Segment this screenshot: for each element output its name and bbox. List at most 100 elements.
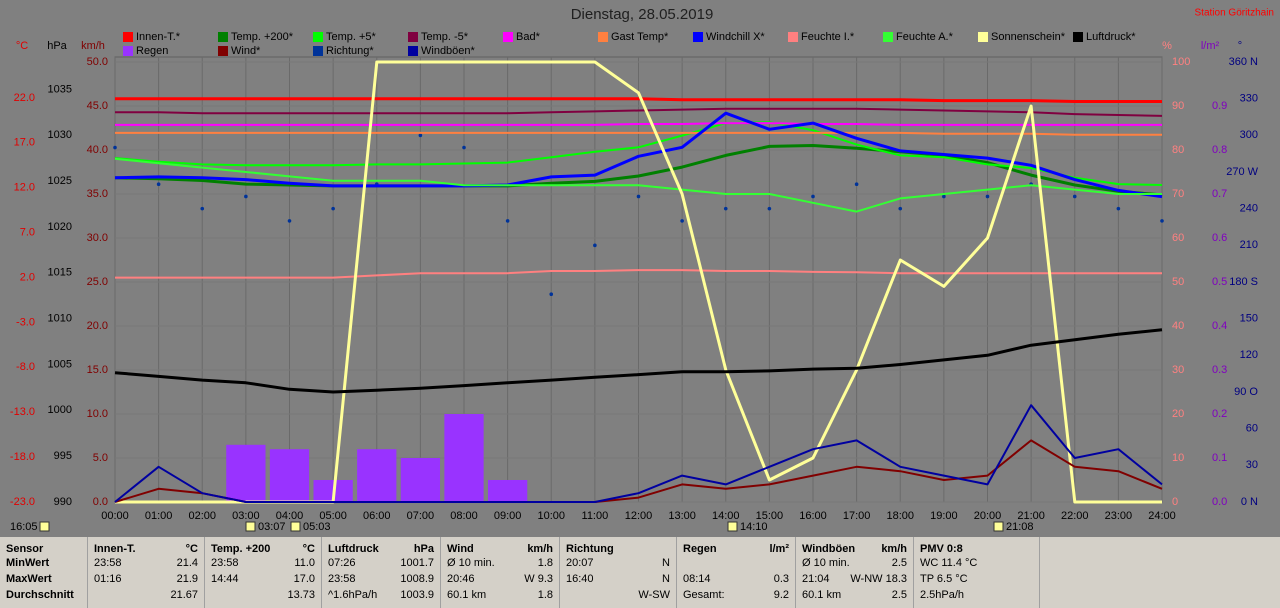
x-tick-label: 16:00 [799,510,827,522]
cell-left: 21:04 [802,573,830,585]
series-line [115,122,1162,126]
panel-header: Sensor [6,537,81,555]
y-tick-label: 5.0 [93,452,108,464]
direction-dot [767,206,772,211]
y-tick-label: 50 [1172,276,1184,288]
panel-header: Temp. +200 °C [211,537,315,555]
panel-row: Durchschnitt [6,587,81,603]
y-tick-label: 0 N [1241,496,1258,508]
x-tick-label: 21:00 [1017,510,1045,522]
cell-right: 1008.9 [400,573,434,585]
series-line [115,107,1163,117]
y-tick-label: 0.0 [93,496,108,508]
table-panel: Luftdruck hPa 07:26 1001.7 23:58 1008.9 ^1.6hP… [322,537,441,608]
y-tick-label: 0.1 [1212,452,1227,464]
y-tick-label: 25.0 [87,276,108,288]
table-panel: Innen-T. °C 23:58 21.4 01:16 21.9 21.67 [88,537,205,608]
cell-left: 60.1 km [447,589,487,601]
sun-marker-label: 21:08 [1006,521,1034,533]
cell-left: 23:58 [328,573,356,585]
cell-right: 13.73 [287,589,315,601]
y-tick-label: 270 W [1226,166,1258,178]
direction-dot [636,194,641,199]
cell-right: N [662,573,670,585]
cell-left: Durchschnitt [6,589,74,601]
y-tick-label: 1025 [48,175,72,187]
y-tick-label: 1010 [48,313,72,325]
series-line [115,131,1162,136]
cell-left: Ø 10 min. [802,557,850,569]
legend-label: Luftdruck* [1086,31,1136,43]
summary-table: Sensor MinWert MaxWert Durchschnitt Innen-T.… [0,537,1280,608]
y-tick-label: 1030 [48,129,72,141]
legend-swatch [313,46,323,56]
panel-row: 23:58 1008.9 [328,571,434,587]
y-tick-label: -8.0 [16,361,35,373]
cell-right: 21.4 [176,557,198,569]
panel-row: MaxWert [6,571,81,587]
legend-swatch [123,46,133,56]
direction-dot [505,219,510,223]
axis-label: l/m² [1201,40,1220,52]
y-tick-label: 330 [1240,93,1258,105]
x-tick-label: 19:00 [930,510,958,522]
y-tick-label: 180 S [1229,276,1258,288]
direction-dot [680,219,684,223]
series-line [115,269,1162,279]
cell-right: 1001.7 [400,557,434,569]
panel-header: Innen-T. °C [94,537,198,555]
panel-title: Windböen [802,543,856,555]
x-tick-label: 23:00 [1105,510,1133,522]
panel-unit: °C [302,543,315,555]
sun-icon [993,521,1004,532]
legend-swatch [313,32,323,42]
x-tick-label: 17:00 [843,510,871,522]
y-tick-label: -13.0 [10,406,35,418]
legend-label: Temp. +200* [231,31,294,43]
panel-title: Temp. +200 [211,543,271,555]
y-tick-label: 1005 [48,358,72,370]
y-tick-label: 2.0 [20,271,35,283]
legend-swatch [1073,32,1083,42]
panel-unit: km/h [527,543,553,555]
sun-icon [290,521,301,532]
y-tick-label: 20 [1172,408,1184,420]
x-tick-label: 18:00 [886,510,914,522]
y-tick-label: 0 [1172,496,1178,508]
x-tick-label: 00:00 [101,510,129,522]
cell-right: W 9.3 [524,573,553,585]
y-tick-label: 0.7 [1212,188,1227,200]
legend-label: Wind* [231,45,261,57]
legend-label: Gast Temp* [611,31,669,43]
legend-swatch [408,32,418,42]
x-tick-label: 05:00 [319,510,347,522]
cell-left: 23:58 [94,557,122,569]
cell-right: 1.8 [537,557,553,569]
y-tick-label: 12.0 [14,182,35,194]
panel-row: W-SW [566,587,670,603]
table-panel: PMV 0:8 WC 11.4 °C TP 6.5 °C 2.5hPa/h [914,537,1040,608]
panel-title: Wind [447,543,474,555]
y-tick-label: 45.0 [87,100,108,112]
panel-header: PMV 0:8 [920,537,1033,555]
sun-icon [39,521,50,532]
panel-row: 07:26 1001.7 [328,555,434,571]
legend-label: Windchill X* [706,31,765,43]
y-tick-label: 30.0 [87,232,108,244]
cell-left: 07:26 [328,557,356,569]
panel-header: Luftdruck hPa [328,537,434,555]
panel-title: Luftdruck [328,543,379,555]
chart-title: Dienstag, 28.05.2019 [571,6,714,23]
table-panel: Wind km/h Ø 10 min. 1.8 20:46 W 9.3 60.1 km 1.8 [441,537,560,608]
y-tick-label: 0.2 [1212,408,1227,420]
x-tick-label: 06:00 [363,510,391,522]
direction-dot [898,206,903,211]
table-panel: Windböen km/h Ø 10 min. 2.5 21:04 W-NW 18.3 60… [796,537,914,608]
y-tick-label: 1035 [48,83,72,95]
panel-row: Ø 10 min. 2.5 [802,555,907,571]
series-line [114,404,1163,503]
panel-row: 21:04 W-NW 18.3 [802,571,907,587]
cell-right: 1.8 [537,589,553,601]
panel-unit: km/h [881,543,907,555]
cell-left: 20:46 [447,573,475,585]
